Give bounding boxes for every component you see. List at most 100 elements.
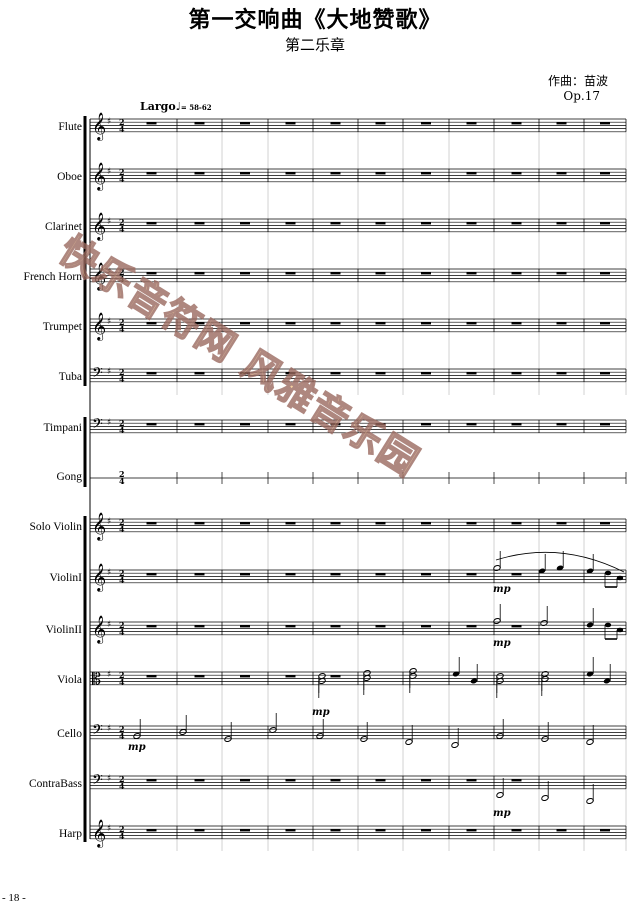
whole-rest: [240, 829, 250, 832]
whole-rest: [285, 573, 296, 576]
whole-rest: [194, 322, 205, 325]
sharp-icon: ♯: [107, 217, 111, 227]
whole-rest: [556, 423, 567, 426]
whole-rest: [146, 322, 157, 325]
whole-rest: [556, 522, 567, 525]
whole-rest: [240, 272, 250, 275]
whole-rest: [511, 779, 522, 782]
whole-rest: [240, 625, 250, 628]
whole-rest: [330, 272, 341, 275]
whole-rest: [240, 222, 250, 225]
whole-rest: [240, 122, 250, 125]
whole-rest: [194, 779, 205, 782]
whole-rest: [421, 172, 431, 175]
time-sig-bottom: 4: [119, 677, 125, 687]
whole-rest: [146, 222, 157, 225]
whole-rest: [194, 122, 205, 125]
time-sig-bottom: 4: [119, 374, 125, 384]
bass-clef-icon: 𝄢: [92, 416, 103, 436]
whole-rest: [194, 172, 205, 175]
whole-rest: [146, 272, 157, 275]
time-sig-bottom: 4: [119, 731, 125, 741]
instrument-oboe: Oboe: [57, 171, 82, 183]
instrument-cello: Cello: [57, 728, 82, 740]
whole-rest: [194, 423, 205, 426]
whole-rest: [330, 522, 341, 525]
whole-rest: [330, 779, 341, 782]
whole-rest: [466, 322, 477, 325]
whole-rest: [330, 172, 341, 175]
whole-rest: [146, 675, 157, 678]
whole-rest: [600, 522, 610, 525]
whole-rest: [285, 222, 296, 225]
whole-rest: [421, 222, 431, 225]
whole-rest: [146, 779, 157, 782]
whole-rest: [511, 222, 522, 225]
time-sig-top: 2: [119, 167, 125, 177]
time-sig-top: 2: [119, 670, 125, 680]
phrase-slur: [495, 551, 625, 573]
whole-rest: [466, 522, 477, 525]
instrument-flute: Flute: [58, 121, 82, 133]
time-sig-top: 2: [119, 620, 125, 630]
whole-rest: [421, 625, 431, 628]
note-head: [556, 565, 564, 571]
whole-rest: [375, 322, 386, 325]
whole-rest: [146, 122, 157, 125]
time-sig-bottom: 4: [119, 575, 125, 585]
whole-rest: [511, 272, 522, 275]
whole-rest: [375, 829, 386, 832]
whole-rest: [511, 829, 522, 832]
whole-rest: [511, 322, 522, 325]
time-sig-bottom: 4: [119, 524, 125, 534]
whole-rest: [285, 522, 296, 525]
whole-rest: [285, 675, 296, 678]
whole-rest: [511, 573, 522, 576]
whole-rest: [285, 829, 296, 832]
note-head: [538, 568, 546, 574]
whole-rest: [375, 172, 386, 175]
whole-rest: [375, 522, 386, 525]
whole-rest: [466, 222, 477, 225]
whole-rest: [556, 272, 567, 275]
instrument-contrabass: ContraBass: [28, 778, 82, 790]
whole-rest: [600, 122, 610, 125]
whole-rest: [285, 122, 296, 125]
sharp-icon: ♯: [107, 670, 111, 680]
whole-rest: [421, 522, 431, 525]
whole-rest: [240, 522, 250, 525]
whole-rest: [600, 322, 610, 325]
time-sig-top: 2: [119, 469, 125, 479]
instrument-viola: Viola: [57, 674, 82, 686]
sharp-icon: ♯: [107, 724, 111, 734]
note-head: [603, 678, 611, 684]
whole-rest: [421, 322, 431, 325]
note-head: [604, 622, 612, 628]
whole-rest: [285, 272, 296, 275]
whole-rest: [511, 172, 522, 175]
whole-rest: [194, 222, 205, 225]
whole-rest: [466, 122, 477, 125]
whole-rest: [600, 423, 610, 426]
time-sig-top: 2: [119, 217, 125, 227]
whole-rest: [146, 423, 157, 426]
quarter-note-icon: ♩: [175, 100, 181, 113]
whole-rest: [600, 172, 610, 175]
instrument-french-horn: French Horn: [23, 271, 82, 283]
whole-rest: [421, 372, 431, 375]
whole-rest: [600, 372, 610, 375]
whole-rest: [466, 272, 477, 275]
bass-clef-icon: 𝄢: [92, 772, 103, 792]
sharp-icon: ♯: [107, 517, 111, 527]
whole-rest: [421, 423, 431, 426]
time-sig-bottom: 4: [119, 124, 125, 134]
treble-clef-icon: 𝄞: [92, 162, 106, 191]
whole-rest: [466, 372, 477, 375]
whole-rest: [240, 675, 250, 678]
whole-rest: [285, 372, 296, 375]
note-head: [604, 570, 612, 576]
instrument-tuba: Tuba: [58, 371, 82, 383]
whole-rest: [146, 573, 157, 576]
whole-rest: [511, 522, 522, 525]
treble-clef-icon: 𝄞: [92, 512, 106, 541]
